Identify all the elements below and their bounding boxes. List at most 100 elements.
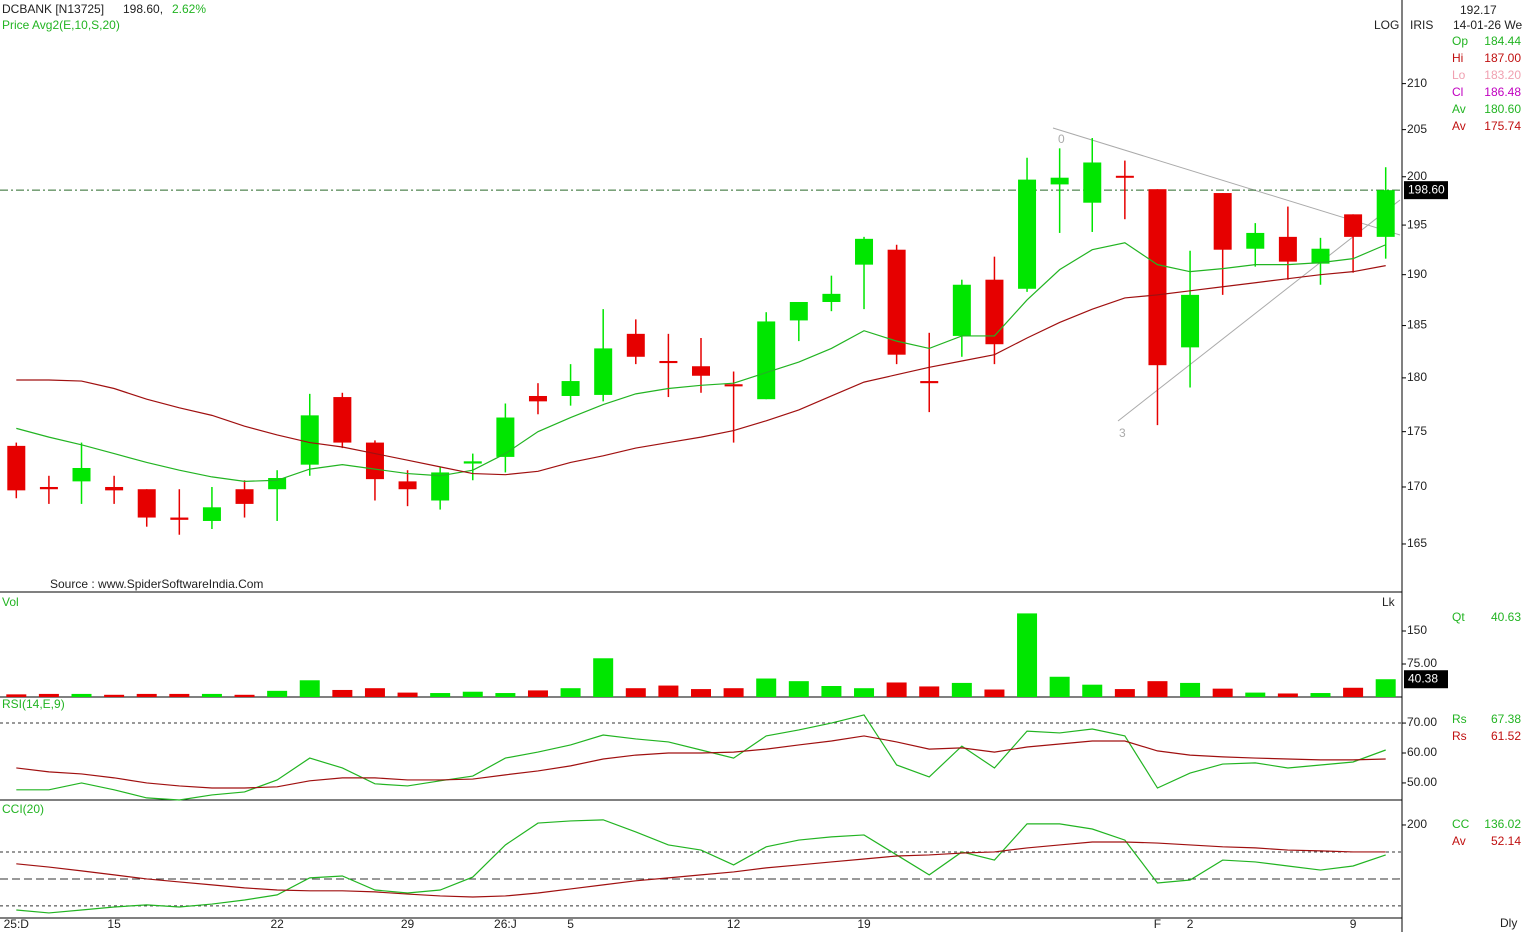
volume-bar — [886, 682, 907, 697]
candle-body — [1083, 162, 1102, 203]
x-tick-label: 15 — [107, 917, 121, 931]
y-tick-label: 210 — [1407, 76, 1427, 90]
candle-body — [365, 442, 384, 480]
y-tick-label: 60.00 — [1407, 745, 1437, 759]
trendline — [1052, 127, 1401, 236]
trend-marker: 0 — [1058, 132, 1065, 146]
y-tick-label: 150 — [1407, 623, 1427, 637]
readout-label: Qt — [1452, 610, 1465, 624]
volume-bar — [267, 690, 288, 697]
candle-body — [1376, 190, 1395, 237]
volume-bar — [71, 693, 92, 697]
series-line — [16, 819, 1386, 914]
candle-body — [561, 381, 580, 396]
panel-title: Price Avg2(E,10,S,20) — [2, 18, 120, 32]
volume-bar — [1082, 684, 1103, 697]
candle-body — [855, 238, 874, 265]
candle-body — [1213, 193, 1232, 250]
readout-value: 187.00 — [1484, 51, 1521, 65]
candle-body — [105, 486, 124, 491]
candle-body — [1018, 179, 1037, 289]
volume-bar — [854, 688, 875, 697]
candle-body — [985, 279, 1004, 345]
panel-title: CCI(20) — [2, 802, 44, 816]
candle-body — [822, 293, 841, 302]
readout-value: 136.02 — [1484, 817, 1521, 831]
volume-bar — [1343, 687, 1364, 697]
y-tick-label: 205 — [1407, 122, 1427, 136]
series-line — [16, 735, 1386, 789]
candle-body — [594, 348, 613, 395]
volume-bar — [723, 688, 744, 697]
candle-body — [72, 467, 91, 482]
source: Source : www.SpiderSoftwareIndia.Com — [50, 577, 263, 591]
candle-body — [463, 461, 482, 464]
y-tick-label: 165 — [1407, 536, 1427, 550]
volume-bar — [397, 692, 418, 697]
candle-body — [398, 481, 417, 490]
scale-flag: LOG — [1374, 18, 1399, 32]
volume-bar — [691, 689, 711, 697]
last-volume-label: 40.38 — [1408, 671, 1438, 685]
readout-label: Hi — [1452, 51, 1463, 65]
volume-bar — [1049, 676, 1070, 697]
x-tick-label: 2 — [1187, 917, 1194, 931]
candle-body — [39, 486, 58, 490]
volume-bar — [1310, 693, 1331, 697]
readout-label: Av — [1452, 119, 1466, 133]
x-tick-label: 29 — [401, 917, 415, 931]
candle-body — [1344, 214, 1363, 237]
volume-bar — [527, 690, 548, 697]
volume-bar — [104, 694, 125, 697]
y-tick-label: 75.00 — [1407, 656, 1437, 670]
y-tick-label: 195 — [1407, 217, 1427, 231]
volume-bar — [169, 693, 190, 697]
readout-value: 67.38 — [1491, 712, 1521, 726]
y-tick-label: 185 — [1407, 318, 1427, 332]
x-tick-label: 22 — [270, 917, 284, 931]
cursor-price: 192.17 — [1460, 3, 1497, 17]
volume-bar — [821, 686, 842, 697]
panel-title: RSI(14,E,9) — [2, 697, 65, 711]
y-tick-label: 70.00 — [1407, 715, 1437, 729]
volume-bar — [1114, 689, 1135, 697]
readout-value: 183.20 — [1484, 68, 1521, 82]
volume-bar — [1277, 693, 1298, 697]
volume-bar — [495, 693, 516, 697]
volume-bar — [1017, 613, 1038, 697]
readout-label: Rs — [1452, 712, 1467, 726]
x-tick-label: 19 — [857, 917, 871, 931]
volume-bar — [364, 688, 385, 697]
trend-marker: 3 — [1119, 426, 1126, 440]
change: 2.62% — [172, 2, 206, 16]
volume-bar — [919, 686, 940, 697]
x-tick-label: 12 — [727, 917, 741, 931]
readout-label: Cl — [1452, 85, 1463, 99]
candle-body — [724, 384, 743, 387]
volume-bar — [560, 688, 581, 697]
readout-value: 61.52 — [1491, 729, 1521, 743]
last-volume-tag — [1404, 670, 1448, 689]
candle-body — [920, 381, 939, 384]
y-tick-label: 180 — [1407, 370, 1427, 384]
y-tick-label: 200 — [1407, 817, 1427, 831]
volume-bar — [1212, 688, 1233, 697]
candle-body — [137, 489, 156, 518]
candle-body — [7, 445, 26, 491]
readout-value: 180.60 — [1484, 102, 1521, 116]
x-tick-label: 5 — [567, 917, 574, 931]
y-tick-label: 170 — [1407, 479, 1427, 493]
readout-label: Op — [1452, 34, 1468, 48]
candle-body — [1181, 294, 1200, 348]
volume-bar — [788, 681, 809, 697]
volume-bar — [1180, 682, 1201, 697]
candle-body — [1148, 189, 1167, 366]
y-tick-label: 50.00 — [1407, 775, 1437, 789]
candle-body — [1115, 175, 1134, 178]
volume-bar — [951, 682, 972, 697]
y-tick-label: 190 — [1407, 267, 1427, 281]
volume-bar — [593, 658, 614, 697]
candle-body — [952, 284, 971, 336]
